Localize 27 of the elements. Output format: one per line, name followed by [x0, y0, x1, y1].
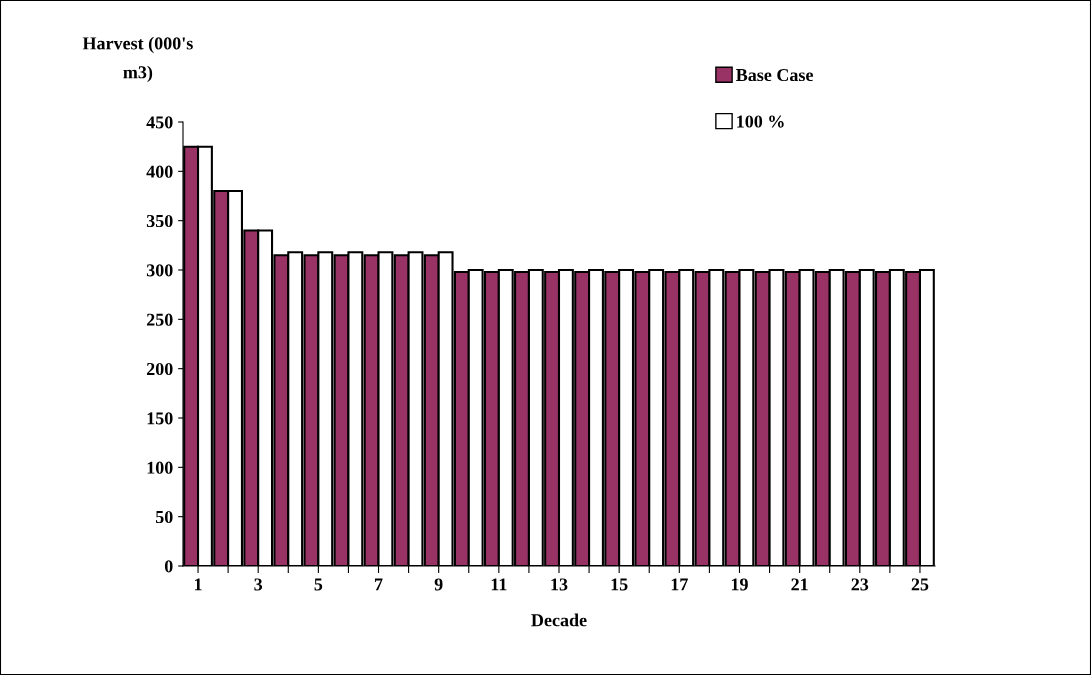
x-tick-label: 9 — [434, 578, 443, 591]
x-tick-label: 5 — [314, 578, 323, 591]
legend-label: Base Case — [736, 68, 813, 82]
x-tick-label: 15 — [611, 578, 628, 591]
y-tick-label: 300 — [146, 264, 173, 277]
x-tick-label: 17 — [671, 578, 688, 591]
y-tick-label: 200 — [146, 362, 173, 376]
x-tick-label: 19 — [731, 578, 748, 591]
legend-label: 100 % — [737, 115, 784, 128]
y-tick-label: 450 — [146, 116, 173, 129]
y-tick-label: 250 — [146, 313, 173, 326]
x-tick-label: 1 — [194, 578, 202, 591]
y-tick-label: 50 — [155, 510, 173, 524]
y-tick-label: 350 — [146, 214, 173, 228]
y-axis-title: Harvest (000's m3) — [82, 36, 193, 83]
x-axis-title: Decade — [531, 613, 587, 627]
x-tick-label: 23 — [851, 578, 869, 591]
x-tick-label: 3 — [254, 578, 263, 591]
y-tick-label: 100 — [147, 461, 173, 474]
x-tick-label: 25 — [911, 578, 929, 591]
x-tick-label: 11 — [491, 578, 507, 591]
x-tick-label: 13 — [551, 578, 568, 591]
y-tick-label: 150 — [147, 412, 173, 425]
y-tick-label: 0 — [164, 560, 173, 573]
y-tick-label: 400 — [146, 165, 173, 178]
x-tick-label: 21 — [791, 578, 808, 591]
x-tick-label: 7 — [375, 578, 383, 591]
